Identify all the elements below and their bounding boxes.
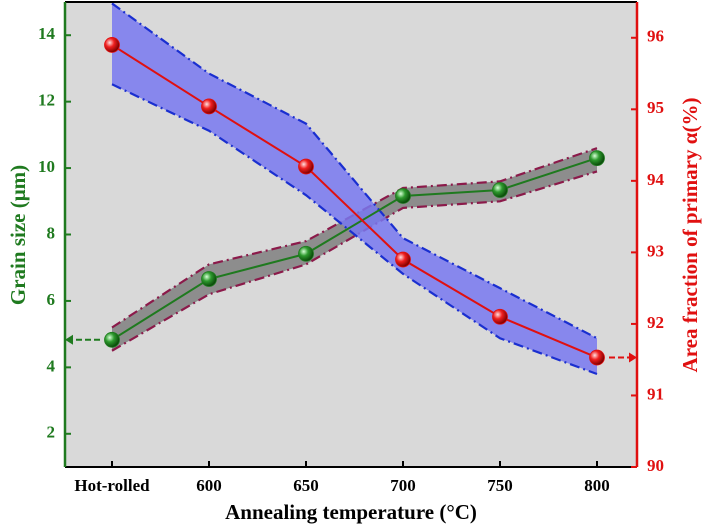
- x-tick-label: 650: [293, 476, 319, 495]
- x-axis-label: Annealing temperature (°C): [225, 500, 477, 524]
- error-band: [112, 3, 597, 375]
- y2-tick-label: 92: [647, 313, 664, 332]
- data-point: [298, 158, 314, 175]
- data-point: [104, 37, 120, 53]
- y2-axis-label: Area fraction of primary α(%): [678, 98, 702, 373]
- data-point: [201, 271, 217, 287]
- y-axis-label: Grain size (μm): [6, 165, 30, 305]
- y-tick-label: 12: [38, 91, 55, 110]
- x-tick-label: 700: [390, 476, 416, 495]
- y2-tick-label: 91: [647, 384, 664, 403]
- y2-tick-label: 95: [647, 98, 664, 117]
- data-point: [589, 349, 605, 366]
- data-point: [395, 188, 411, 204]
- y-tick-label: 14: [38, 24, 56, 43]
- data-point: [492, 182, 508, 198]
- y-tick-label: 10: [38, 157, 55, 176]
- data-point: [201, 98, 217, 115]
- data-point: [492, 308, 508, 325]
- error-band: [112, 148, 597, 351]
- y-tick-label: 8: [47, 223, 56, 242]
- band-edge: [111, 2, 598, 340]
- band-edge: [111, 147, 598, 329]
- y2-tick-label: 93: [647, 241, 664, 260]
- data-point: [104, 331, 120, 348]
- y2-tick-label: 90: [647, 456, 664, 475]
- x-tick-label: 750: [487, 476, 513, 495]
- data-line: [111, 44, 598, 359]
- band-edge: [111, 170, 598, 352]
- axis-arrow-head: [629, 352, 637, 363]
- y2-tick-label: 94: [647, 170, 665, 189]
- y2-tick-label: 96: [647, 27, 664, 46]
- x-tick-label: 600: [196, 476, 222, 495]
- y-tick-label: 2: [47, 423, 56, 442]
- x-tick-label: Hot-rolled: [74, 476, 150, 495]
- data-point: [395, 251, 411, 268]
- y-tick-label: 4: [47, 356, 56, 375]
- data-line: [111, 157, 598, 341]
- data-point: [589, 150, 605, 167]
- data-point: [298, 245, 314, 262]
- y-tick-label: 6: [47, 290, 56, 309]
- axis-arrow-head: [65, 334, 73, 345]
- x-tick-label: 800: [584, 476, 610, 495]
- band-edge: [111, 83, 598, 376]
